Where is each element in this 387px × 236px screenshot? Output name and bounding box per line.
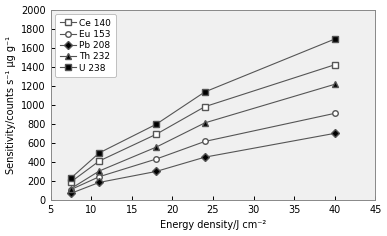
X-axis label: Energy density/J cm⁻²: Energy density/J cm⁻² [160,220,266,230]
Legend: Ce 140, Eu 153, Pb 208, Th 232, U 238: Ce 140, Eu 153, Pb 208, Th 232, U 238 [55,14,116,77]
Y-axis label: Sensitivity/counts s⁻¹ µg g⁻¹: Sensitivity/counts s⁻¹ µg g⁻¹ [5,36,15,174]
